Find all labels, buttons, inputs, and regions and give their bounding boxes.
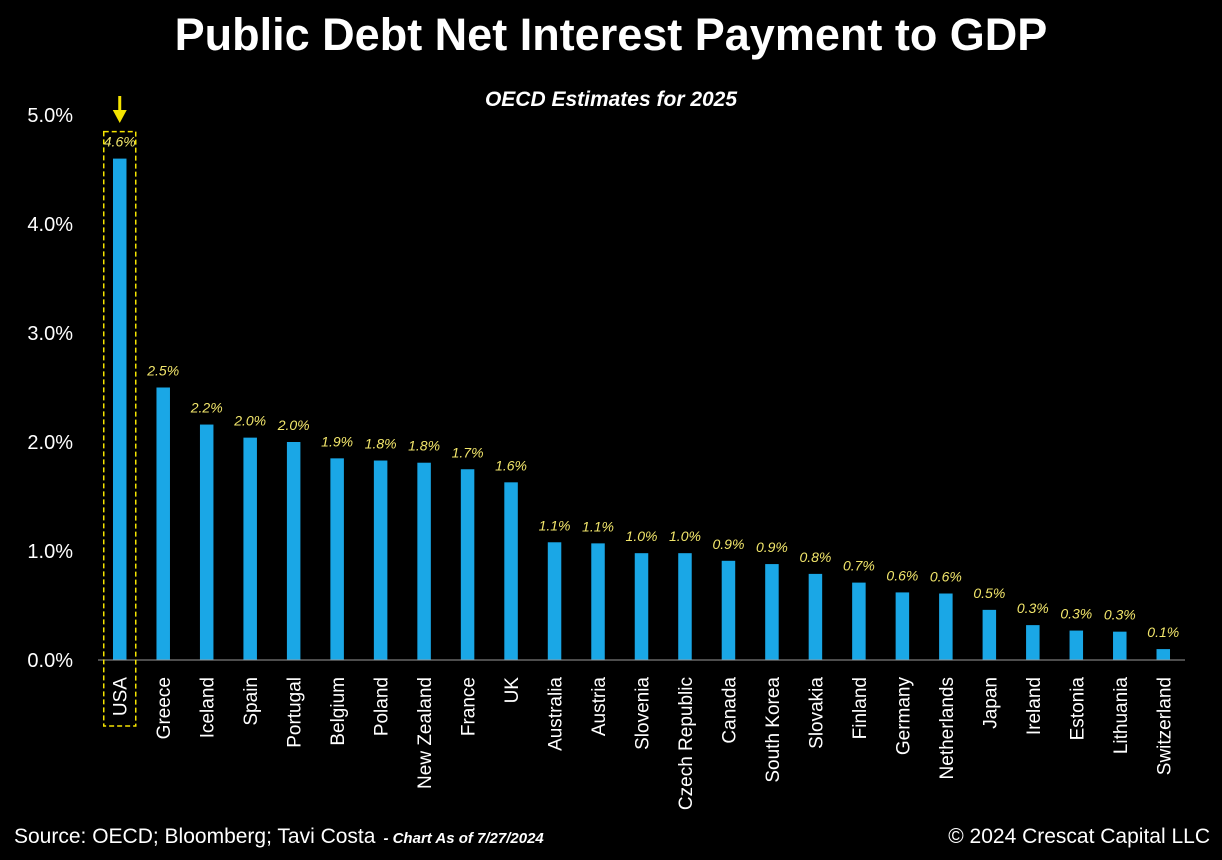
x-tick-label: South Korea [763, 677, 784, 783]
bar-netherlands [939, 593, 953, 660]
data-label: 0.9% [756, 539, 788, 555]
bar-austria [591, 543, 605, 660]
x-tick-label: Estonia [1067, 677, 1088, 741]
bar-spain [243, 437, 257, 660]
x-tick-label: Japan [980, 677, 1001, 729]
bar-japan [982, 609, 997, 660]
data-label: 1.9% [321, 433, 353, 449]
copyright-note: © 2024 Crescat Capital LLC [948, 825, 1210, 848]
x-tick-label: UK [502, 677, 523, 704]
data-label: 0.8% [799, 549, 831, 565]
x-tick-label: Australia [546, 677, 567, 751]
data-label: 2.5% [146, 363, 179, 379]
y-tick-label: 0.0% [27, 650, 73, 672]
bar-canada [721, 560, 736, 660]
highlight-box [102, 130, 137, 727]
chart-subtitle: OECD Estimates for 2025 [485, 88, 737, 111]
bar-greece [156, 387, 170, 660]
bar-south-korea [765, 564, 779, 660]
data-label: 2.0% [233, 413, 266, 429]
x-tick-label: Portugal [285, 677, 306, 748]
bar-switzerland [1156, 649, 1171, 660]
data-label: 0.6% [930, 569, 962, 585]
chart-title: Public Debt Net Interest Payment to GDP [175, 9, 1048, 60]
data-label: 1.0% [669, 528, 701, 544]
bar-iceland [199, 424, 214, 660]
bar-lithuania [1113, 631, 1127, 660]
bar-estonia [1069, 630, 1084, 660]
x-tick-label: Greece [154, 677, 175, 739]
bar-slovakia [808, 573, 823, 660]
data-label: 0.1% [1147, 624, 1179, 640]
x-tick-label: Czech Republic [676, 677, 697, 810]
data-label: 1.1% [582, 518, 614, 534]
down-arrow-icon [112, 96, 127, 123]
bar-poland [373, 460, 388, 660]
y-axis-ticks: 0.0% 1.0% 2.0% 3.0% 4.0% 5.0% [27, 105, 73, 672]
x-tick-label: Slovakia [806, 677, 827, 749]
data-label: 1.8% [365, 436, 397, 452]
data-label: 0.3% [1017, 600, 1049, 616]
bar-portugal [286, 442, 301, 660]
data-label: 1.7% [452, 444, 484, 460]
x-tick-label: Switzerland [1154, 677, 1175, 775]
data-label: 1.1% [539, 517, 571, 533]
y-tick-label: 5.0% [27, 105, 73, 127]
y-tick-label: 3.0% [27, 323, 73, 345]
x-tick-label: Canada [719, 677, 740, 744]
data-label: 4.6% [104, 134, 136, 150]
bar-uk [504, 482, 518, 660]
x-tick-label: Lithuania [1111, 677, 1132, 755]
x-tick-label: Austria [589, 677, 610, 737]
source-note: Source: OECD; Bloomberg; Tavi Costa - Cha… [14, 825, 544, 848]
y-tick-label: 1.0% [27, 541, 73, 563]
bar-finland [852, 582, 866, 660]
chart-date-note: - Chart As of 7/27/2024 [383, 830, 544, 847]
x-tick-label: France [459, 677, 480, 736]
data-label: 0.9% [712, 536, 744, 552]
x-tick-label: Slovenia [633, 677, 654, 750]
x-tick-label: Germany [893, 677, 914, 756]
x-tick-label: New Zealand [415, 677, 436, 789]
bar-usa [112, 158, 127, 660]
x-tick-label: USA [111, 677, 132, 716]
bar-new-zealand [417, 462, 431, 660]
bar-australia [547, 542, 562, 660]
bar-czech-republic [678, 553, 692, 660]
data-label: 1.0% [626, 528, 658, 544]
data-label: 0.3% [1060, 606, 1092, 622]
x-tick-label: Spain [241, 677, 262, 726]
source-text: Source: OECD; Bloomberg; Tavi Costa [14, 825, 376, 848]
y-tick-label: 2.0% [27, 432, 73, 454]
data-label: 0.5% [973, 585, 1005, 601]
data-label: 0.7% [843, 558, 875, 574]
x-axis-ticks: USA Greece Iceland Spain Portugal Belgium Pola… [111, 677, 1176, 811]
data-label: 2.0% [277, 417, 310, 433]
bar-slovenia [634, 553, 649, 660]
bar-france [460, 469, 475, 660]
x-tick-label: Finland [850, 677, 871, 739]
data-labels-group: 4.6% 2.5% 2.2% 2.0% 2.0% 1.9% 1.8% 1.8% 1.7% 1.6%… [104, 134, 1179, 640]
data-label: 1.6% [495, 457, 527, 473]
data-label: 0.3% [1104, 607, 1136, 623]
data-label: 1.8% [408, 438, 440, 454]
x-tick-label: Poland [372, 677, 393, 736]
bar-ireland [1026, 625, 1040, 660]
x-tick-label: Iceland [198, 677, 219, 738]
bar-belgium [330, 458, 344, 660]
y-tick-label: 4.0% [27, 214, 73, 236]
x-tick-label: Netherlands [937, 677, 958, 779]
bar-germany [895, 592, 910, 660]
data-label: 2.2% [190, 400, 223, 416]
data-label: 0.6% [886, 567, 918, 583]
x-tick-label: Belgium [328, 677, 349, 746]
x-tick-label: Ireland [1024, 677, 1045, 735]
bars-group [112, 158, 1171, 660]
